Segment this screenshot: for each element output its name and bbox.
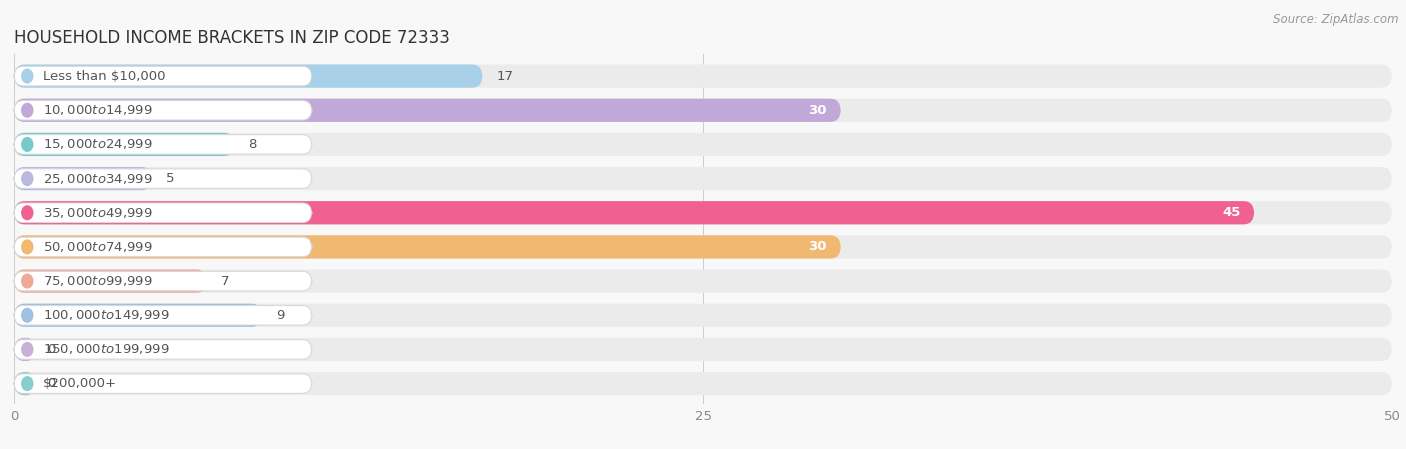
FancyBboxPatch shape — [14, 237, 312, 257]
FancyBboxPatch shape — [14, 201, 1254, 224]
Circle shape — [21, 240, 32, 254]
Circle shape — [21, 206, 32, 220]
Text: HOUSEHOLD INCOME BRACKETS IN ZIP CODE 72333: HOUSEHOLD INCOME BRACKETS IN ZIP CODE 72… — [14, 29, 450, 47]
Text: 0: 0 — [48, 343, 55, 356]
FancyBboxPatch shape — [14, 374, 312, 393]
FancyBboxPatch shape — [14, 338, 1392, 361]
Text: 0: 0 — [48, 377, 55, 390]
Text: $150,000 to $199,999: $150,000 to $199,999 — [44, 343, 170, 357]
FancyBboxPatch shape — [14, 304, 262, 327]
Text: 30: 30 — [808, 240, 827, 253]
FancyBboxPatch shape — [14, 99, 841, 122]
FancyBboxPatch shape — [14, 269, 1392, 293]
FancyBboxPatch shape — [14, 340, 312, 359]
FancyBboxPatch shape — [14, 65, 482, 88]
FancyBboxPatch shape — [14, 304, 1392, 327]
Circle shape — [21, 172, 32, 185]
FancyBboxPatch shape — [14, 169, 312, 188]
Text: 7: 7 — [221, 275, 229, 288]
Circle shape — [21, 137, 32, 151]
FancyBboxPatch shape — [14, 372, 37, 395]
FancyBboxPatch shape — [14, 167, 1392, 190]
FancyBboxPatch shape — [14, 271, 312, 291]
Text: 5: 5 — [166, 172, 174, 185]
Circle shape — [21, 274, 32, 288]
Text: Source: ZipAtlas.com: Source: ZipAtlas.com — [1274, 13, 1399, 26]
Text: 30: 30 — [808, 104, 827, 117]
Text: 9: 9 — [276, 309, 284, 322]
Circle shape — [21, 343, 32, 356]
FancyBboxPatch shape — [14, 201, 1392, 224]
FancyBboxPatch shape — [14, 66, 312, 86]
FancyBboxPatch shape — [14, 203, 312, 223]
FancyBboxPatch shape — [14, 372, 1392, 395]
Text: $100,000 to $149,999: $100,000 to $149,999 — [44, 308, 170, 322]
FancyBboxPatch shape — [14, 99, 1392, 122]
Text: $15,000 to $24,999: $15,000 to $24,999 — [44, 137, 153, 151]
Text: Less than $10,000: Less than $10,000 — [44, 70, 166, 83]
Circle shape — [21, 377, 32, 391]
FancyBboxPatch shape — [14, 101, 312, 120]
FancyBboxPatch shape — [14, 167, 152, 190]
FancyBboxPatch shape — [14, 65, 1392, 88]
Text: $75,000 to $99,999: $75,000 to $99,999 — [44, 274, 153, 288]
FancyBboxPatch shape — [14, 235, 1392, 259]
FancyBboxPatch shape — [14, 235, 841, 259]
Circle shape — [21, 69, 32, 83]
Text: $10,000 to $14,999: $10,000 to $14,999 — [44, 103, 153, 117]
FancyBboxPatch shape — [14, 133, 1392, 156]
Text: $35,000 to $49,999: $35,000 to $49,999 — [44, 206, 153, 220]
FancyBboxPatch shape — [14, 338, 37, 361]
Text: 45: 45 — [1222, 206, 1240, 219]
FancyBboxPatch shape — [14, 305, 312, 325]
Text: $200,000+: $200,000+ — [44, 377, 117, 390]
Text: $25,000 to $34,999: $25,000 to $34,999 — [44, 172, 153, 185]
FancyBboxPatch shape — [14, 135, 312, 154]
Text: 8: 8 — [249, 138, 257, 151]
Circle shape — [21, 308, 32, 322]
FancyBboxPatch shape — [14, 133, 235, 156]
Text: $50,000 to $74,999: $50,000 to $74,999 — [44, 240, 153, 254]
Circle shape — [21, 103, 32, 117]
Text: 17: 17 — [496, 70, 513, 83]
FancyBboxPatch shape — [14, 269, 207, 293]
